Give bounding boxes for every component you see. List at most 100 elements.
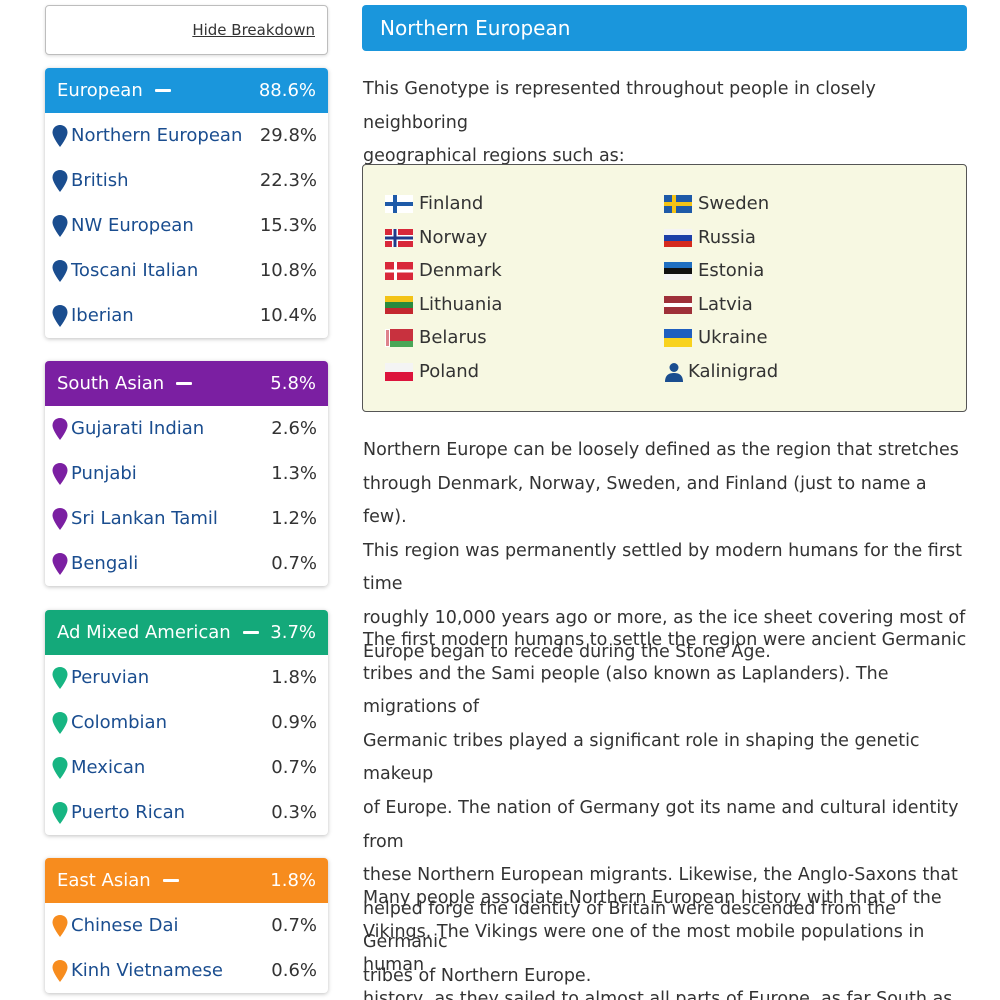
breakdown-row-label: Gujarati Indian	[51, 417, 204, 441]
breakdown-row-percentage: 22.3%	[259, 170, 317, 191]
breakdown-row-name[interactable]: Puerto Rican	[71, 802, 186, 823]
breakdown-row-label: Sri Lankan Tamil	[51, 507, 218, 531]
collapse-minus-icon[interactable]	[242, 631, 259, 634]
breakdown-row[interactable]: Colombian 0.9%	[45, 700, 328, 745]
paragraph-1: Northern Europe can be loosely defined a…	[363, 440, 966, 662]
breakdown-row-name[interactable]: Colombian	[71, 712, 167, 733]
breakdown-row-name[interactable]: Bengali	[71, 553, 139, 574]
region-norway: Norway	[385, 227, 487, 248]
map-pin-icon	[52, 959, 68, 982]
group-title: Ad Mixed American	[57, 622, 259, 643]
breakdown-row-label: Iberian	[51, 304, 134, 328]
breakdown-row-name[interactable]: British	[71, 170, 129, 191]
group-card: South Asian 5.8% Gujarati Indian 2.6% Punjab…	[45, 361, 328, 586]
region-title-bar: Northern European	[362, 5, 967, 51]
breakdown-row[interactable]: Mexican 0.7%	[45, 745, 328, 790]
region-finland: Finland	[385, 193, 483, 214]
hide-breakdown-box: Hide Breakdown	[45, 5, 328, 55]
poland-flag-icon	[385, 362, 413, 381]
breakdown-row[interactable]: Gujarati Indian 2.6%	[45, 406, 328, 451]
region-ukraine: Ukraine	[664, 327, 768, 348]
breakdown-row[interactable]: Toscani Italian 10.8%	[45, 248, 328, 293]
breakdown-row-percentage: 1.2%	[271, 508, 317, 529]
paragraph-2: The first modern humans to settle the re…	[363, 630, 967, 986]
region-detail: Northern European This Genotype is repre…	[362, 5, 967, 1000]
breakdown-row-label: Chinese Dai	[51, 914, 179, 938]
breakdown-row[interactable]: Bengali 0.7%	[45, 541, 328, 586]
group-header[interactable]: East Asian 1.8%	[45, 858, 328, 903]
breakdown-row-percentage: 0.7%	[271, 553, 317, 574]
breakdown-row-label: NW European	[51, 214, 194, 238]
breakdown-row-label: Peruvian	[51, 666, 149, 690]
region-denmark: Denmark	[385, 260, 502, 281]
region-title: Northern European	[380, 16, 571, 40]
latvia-flag-icon	[664, 295, 692, 314]
breakdown-row[interactable]: Iberian 10.4%	[45, 293, 328, 338]
breakdown-row[interactable]: NW European 15.3%	[45, 203, 328, 248]
collapse-minus-icon[interactable]	[154, 89, 171, 92]
breakdown-row[interactable]: Peruvian 1.8%	[45, 655, 328, 700]
map-pin-icon	[52, 507, 68, 530]
group-name: Ad Mixed American	[57, 622, 231, 643]
map-pin-icon	[52, 666, 68, 689]
breakdown-row[interactable]: British 22.3%	[45, 158, 328, 203]
group-header[interactable]: Ad Mixed American 3.7%	[45, 610, 328, 655]
breakdown-row[interactable]: Kinh Vietnamese 0.6%	[45, 948, 328, 993]
collapse-minus-icon[interactable]	[176, 382, 193, 385]
breakdown-row-label: Bengali	[51, 552, 138, 576]
breakdown-row-label: Toscani Italian	[51, 259, 198, 283]
group-header[interactable]: European 88.6%	[45, 68, 328, 113]
breakdown-row[interactable]: Chinese Dai 0.7%	[45, 903, 328, 948]
region-russia: Russia	[664, 227, 756, 248]
breakdown-row-label: Punjabi	[51, 462, 137, 486]
breakdown-row-percentage: 0.9%	[271, 712, 317, 733]
collapse-minus-icon[interactable]	[162, 879, 179, 882]
paragraph-3: Many people associate Northern European …	[363, 888, 953, 1000]
region-kalinigrad: Kalinigrad	[664, 361, 778, 382]
breakdown-row-name[interactable]: Punjabi	[71, 463, 137, 484]
group-percentage: 3.7%	[270, 622, 316, 643]
breakdown-row-name[interactable]: Iberian	[71, 305, 134, 326]
russia-flag-icon	[664, 228, 692, 247]
breakdown-row-name[interactable]: Peruvian	[71, 667, 150, 688]
breakdown-row-percentage: 10.8%	[259, 260, 317, 281]
breakdown-row-percentage: 10.4%	[259, 305, 317, 326]
map-pin-icon	[52, 259, 68, 282]
group-card: East Asian 1.8% Chinese Dai 0.7% Kinh Vietna…	[45, 858, 328, 993]
norway-flag-icon	[385, 228, 413, 247]
breakdown-row-percentage: 1.8%	[271, 667, 317, 688]
breakdown-row-label: Mexican	[51, 756, 145, 780]
group-title: South Asian	[57, 373, 193, 394]
breakdown-row-name[interactable]: Toscani Italian	[71, 260, 199, 281]
breakdown-row-name[interactable]: Mexican	[71, 757, 146, 778]
map-pin-icon	[52, 169, 68, 192]
group-header[interactable]: South Asian 5.8%	[45, 361, 328, 406]
map-pin-icon	[52, 124, 68, 147]
region-estonia: Estonia	[664, 260, 764, 281]
hide-breakdown-link[interactable]: Hide Breakdown	[192, 21, 315, 39]
ukraine-flag-icon	[664, 328, 692, 347]
map-pin-icon	[52, 552, 68, 575]
breakdown-row-name[interactable]: Kinh Vietnamese	[71, 960, 223, 981]
map-pin-icon	[52, 914, 68, 937]
breakdown-row-percentage: 15.3%	[259, 215, 317, 236]
finland-flag-icon	[385, 194, 413, 213]
breakdown-row[interactable]: Sri Lankan Tamil 1.2%	[45, 496, 328, 541]
breakdown-row-label: Kinh Vietnamese	[51, 959, 223, 983]
map-pin-icon	[52, 801, 68, 824]
group-name: East Asian	[57, 870, 151, 891]
breakdown-row-name[interactable]: Sri Lankan Tamil	[71, 508, 218, 529]
regions-box: Finland Norway Denmark Lithuania Belarus…	[362, 164, 967, 412]
group-name: European	[57, 80, 143, 101]
breakdown-row[interactable]: Punjabi 1.3%	[45, 451, 328, 496]
breakdown-row-name[interactable]: Northern European	[71, 125, 243, 146]
breakdown-row-name[interactable]: Gujarati Indian	[71, 418, 205, 439]
breakdown-row-name[interactable]: NW European	[71, 215, 194, 236]
breakdown-row[interactable]: Puerto Rican 0.3%	[45, 790, 328, 835]
denmark-flag-icon	[385, 261, 413, 280]
map-pin-icon	[52, 462, 68, 485]
group-card: Ad Mixed American 3.7% Peruvian 1.8% Colombi…	[45, 610, 328, 835]
breakdown-row-name[interactable]: Chinese Dai	[71, 915, 179, 936]
map-pin-icon	[52, 214, 68, 237]
breakdown-row[interactable]: Northern European 29.8%	[45, 113, 328, 158]
